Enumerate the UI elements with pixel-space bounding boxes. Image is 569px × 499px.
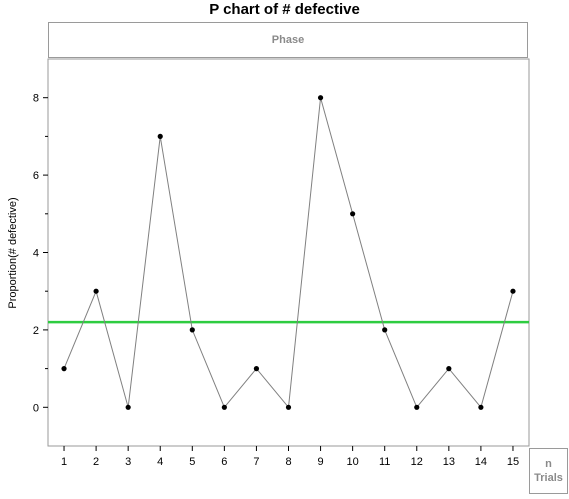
- data-points: [61, 95, 516, 410]
- trials-box[interactable]: n Trials: [529, 448, 568, 494]
- data-point: [317, 95, 324, 101]
- data-point: [446, 366, 452, 372]
- x-tick-label: 11: [379, 456, 390, 468]
- trials-label: Trials: [534, 472, 563, 484]
- x-tick-label: 2: [93, 456, 99, 468]
- x-tick-label: 10: [347, 456, 359, 468]
- y-axis-label: Proportion(# defective): [7, 197, 19, 308]
- data-point: [414, 404, 420, 410]
- x-tick-label: 4: [157, 456, 163, 468]
- x-tick-label: 9: [318, 456, 324, 468]
- data-point: [510, 288, 516, 294]
- x-tick-label: 6: [221, 456, 227, 468]
- data-point: [189, 327, 195, 333]
- x-tick-label: 3: [125, 456, 131, 468]
- plot-frame: [47, 58, 530, 447]
- x-tick-label: 1: [61, 456, 67, 468]
- data-point: [285, 404, 292, 410]
- data-point: [478, 404, 484, 410]
- x-axis: 1 2 3 4 5 6 7 8 9 10 11 12 13 14 15: [61, 446, 519, 468]
- data-point: [253, 366, 260, 372]
- x-tick-label: 13: [443, 456, 455, 468]
- y-tick-label: 2: [33, 325, 39, 337]
- y-tick-label: 0: [33, 402, 39, 414]
- data-point: [350, 211, 356, 217]
- y-tick-label: 6: [33, 170, 39, 182]
- x-tick-label: 15: [507, 456, 519, 468]
- x-tick-label: 14: [475, 456, 487, 468]
- chart-title: P chart of # defective: [209, 1, 360, 18]
- phase-header[interactable]: Phase: [48, 22, 528, 58]
- x-tick-label: 12: [411, 456, 423, 468]
- trials-n-label: n: [545, 458, 552, 470]
- y-tick-label: 8: [33, 93, 39, 105]
- x-tick-label: 8: [285, 456, 291, 468]
- data-point: [125, 404, 131, 410]
- data-point: [61, 366, 67, 372]
- phase-label: Phase: [271, 34, 305, 46]
- y-tick-label: 4: [33, 248, 39, 260]
- data-point: [157, 133, 163, 139]
- x-tick-label: 7: [253, 456, 259, 468]
- data-point: [221, 404, 227, 410]
- y-axis: 0 2 4 6 8: [33, 93, 48, 414]
- data-point: [382, 327, 388, 333]
- x-tick-label: 5: [189, 456, 195, 468]
- data-point: [93, 288, 99, 294]
